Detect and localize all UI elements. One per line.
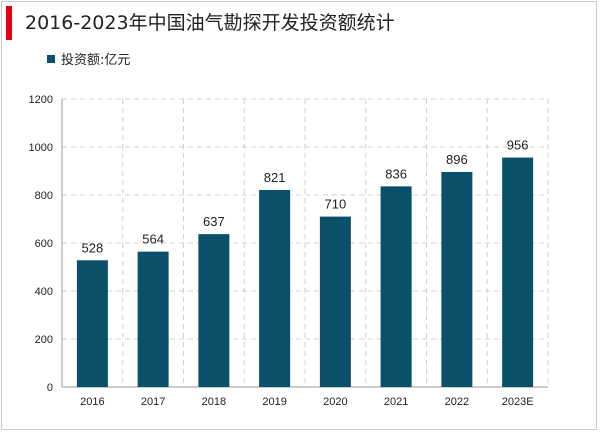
title-accent-bar <box>6 6 12 40</box>
y-tick-label: 800 <box>35 190 53 202</box>
bar <box>441 171 473 387</box>
x-tick-label: 2020 <box>323 396 347 408</box>
data-label: 821 <box>264 170 286 185</box>
data-label: 637 <box>203 214 225 229</box>
x-tick-label: 2017 <box>141 396 165 408</box>
legend-label: 投资额:亿元 <box>61 53 131 68</box>
x-tick-label: 2021 <box>384 396 408 408</box>
bar <box>502 157 534 387</box>
bar <box>319 216 351 387</box>
legend-swatch <box>47 54 55 63</box>
data-label: 528 <box>82 240 104 255</box>
bar <box>76 260 108 387</box>
x-tick-label: 2022 <box>445 396 469 408</box>
bar <box>137 251 169 387</box>
y-tick-label: 0 <box>47 382 53 394</box>
data-label: 564 <box>142 232 164 247</box>
x-tick-label: 2023E <box>502 396 534 408</box>
y-tick-label: 1000 <box>29 142 53 154</box>
y-tick-label: 600 <box>35 238 53 250</box>
chart-title: 2016-2023年中国油气勘探开发投资额统计 <box>25 12 395 34</box>
bar <box>380 186 412 387</box>
bar <box>259 189 291 387</box>
y-tick-label: 400 <box>35 286 53 298</box>
data-label: 956 <box>507 138 529 153</box>
y-tick-label: 1200 <box>29 94 53 106</box>
legend: 投资额:亿元 <box>47 49 130 68</box>
x-tick-label: 2016 <box>80 396 104 408</box>
x-tick-label: 2019 <box>262 396 286 408</box>
data-label: 896 <box>446 152 468 167</box>
data-label: 836 <box>385 166 407 181</box>
y-tick-label: 200 <box>35 334 53 346</box>
bar <box>198 234 230 387</box>
x-tick-label: 2018 <box>202 396 226 408</box>
data-label: 710 <box>325 197 347 212</box>
